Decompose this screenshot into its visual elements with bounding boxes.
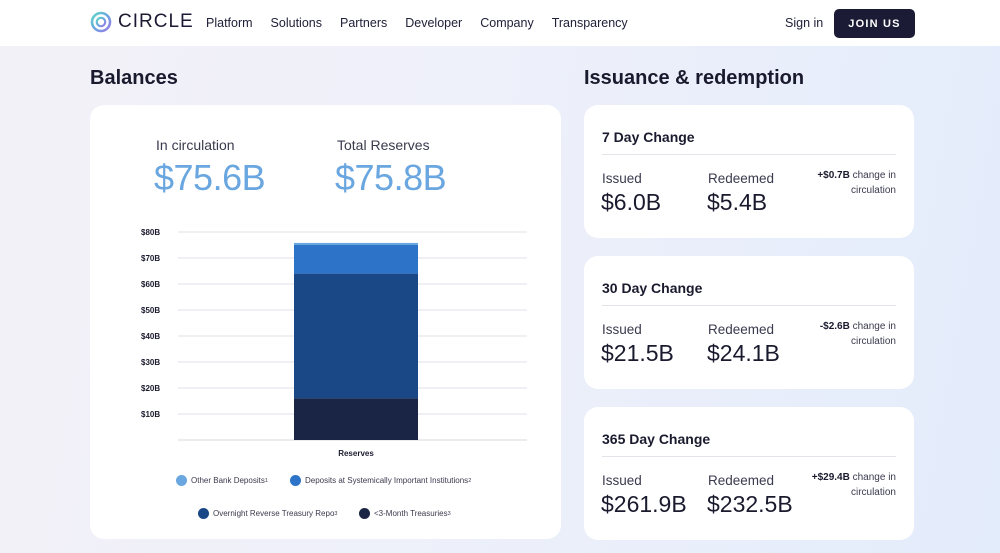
legend-sup: 3 [334, 510, 338, 517]
legend-sup: 3 [447, 510, 451, 517]
change-note: +$29.4B change in circulation [786, 470, 896, 500]
issued-label: Issued [602, 171, 642, 186]
legend-other-bank-deposits: Other Bank Deposits 1 [176, 475, 268, 486]
issued-label: Issued [602, 322, 642, 337]
nav-developer[interactable]: Developer [405, 16, 463, 30]
legend-overnight-repo: Overnight Reverse Treasury Repo 3 [198, 508, 337, 519]
redeemed-value: $24.1B [707, 340, 780, 366]
nav-company[interactable]: Company [480, 16, 534, 30]
change-amount: +$0.7B [817, 170, 850, 181]
change-text: change in circulation [850, 472, 896, 498]
circulation-label: In circulation [156, 137, 235, 153]
main-nav: Platform Solutions Partners Developer Co… [206, 16, 646, 30]
legend-deposits-systemic: Deposits at Systemically Important Insti… [290, 475, 471, 486]
change-amount: +$29.4B [811, 472, 850, 483]
divider [602, 154, 896, 155]
y-tick-label: $60B [141, 280, 160, 289]
y-tick-label: $20B [141, 384, 160, 393]
redeemed-label: Redeemed [708, 171, 775, 186]
circle-logo-icon [90, 11, 112, 33]
y-tick-label: $70B [141, 254, 160, 263]
legend-dot [198, 508, 209, 519]
divider [602, 456, 896, 457]
legend-dot [290, 475, 301, 486]
issued-value: $21.5B [601, 340, 674, 366]
issued-label: Issued [602, 473, 642, 488]
balances-title: Balances [90, 67, 178, 89]
change-amount: -$2.6B [819, 321, 850, 332]
nav-transparency[interactable]: Transparency [551, 16, 628, 30]
circulation-value: $75.6B [154, 157, 266, 198]
reserves-label: Total Reserves [337, 137, 430, 153]
y-tick-label: $40B [141, 332, 160, 341]
balances-card: In circulation $75.6B Total Reserves $75… [90, 105, 561, 539]
change-card-title: 365 Day Change [602, 431, 711, 447]
change-card-title: 30 Day Change [602, 280, 703, 296]
change-text: change in circulation [850, 321, 896, 347]
bar-segment [294, 273, 418, 399]
y-tick-label: $80B [141, 228, 160, 237]
legend-label: Overnight Reverse Treasury Repo [213, 509, 335, 518]
y-tick-label: $30B [141, 358, 160, 367]
legend-sup: 1 [264, 477, 268, 484]
change-card-30day: 30 Day Change Issued $21.5B Redeemed $24… [584, 256, 914, 389]
bar-segment [294, 398, 418, 440]
legend-label: Other Bank Deposits [191, 476, 265, 485]
issued-value: $261.9B [601, 491, 687, 517]
redeemed-value: $232.5B [707, 491, 793, 517]
legend-sup: 2 [468, 477, 472, 484]
redeemed-value: $5.4B [707, 189, 768, 215]
divider [602, 305, 896, 306]
y-tick-label: $10B [141, 410, 160, 419]
circle-logo[interactable]: CIRCLE [90, 11, 194, 33]
legend-label: Deposits at Systemically Important Insti… [305, 476, 469, 485]
nav-partners[interactable]: Partners [339, 16, 388, 30]
legend-dot [176, 475, 187, 486]
bar-segment [294, 245, 418, 274]
logo-text: CIRCLE [118, 11, 194, 32]
change-card-title: 7 Day Change [602, 129, 695, 145]
top-nav: CIRCLE Platform Solutions Partners Devel… [0, 0, 1000, 46]
reserves-chart: $80B $70B $60B $50B $40B $30B $20B $10B Reserves [141, 228, 527, 458]
change-text: change in circulation [850, 170, 896, 196]
issued-value: $6.0B [601, 189, 662, 215]
x-axis-label: Reserves [338, 449, 374, 458]
legend-treasuries: <3-Month Treasuries 3 [359, 508, 451, 519]
nav-solutions[interactable]: Solutions [270, 16, 322, 30]
join-us-button[interactable]: JOIN US [834, 9, 915, 38]
y-tick-label: $50B [141, 306, 160, 315]
bar-segment [294, 242, 418, 245]
legend-label: <3-Month Treasuries [374, 509, 448, 518]
legend-dot [359, 508, 370, 519]
redeemed-label: Redeemed [708, 322, 775, 337]
nav-platform[interactable]: Platform [206, 16, 253, 30]
sign-in-link[interactable]: Sign in [785, 16, 824, 30]
change-card-7day: 7 Day Change Issued $6.0B Redeemed $5.4B… [584, 105, 914, 238]
issuance-title: Issuance & redemption [584, 67, 805, 89]
change-card-365day: 365 Day Change Issued $261.9B Redeemed $… [584, 407, 914, 540]
reserves-value: $75.8B [335, 157, 447, 198]
change-note: +$0.7B change in circulation [786, 168, 896, 198]
change-note: -$2.6B change in circulation [786, 319, 896, 349]
redeemed-label: Redeemed [708, 473, 775, 488]
